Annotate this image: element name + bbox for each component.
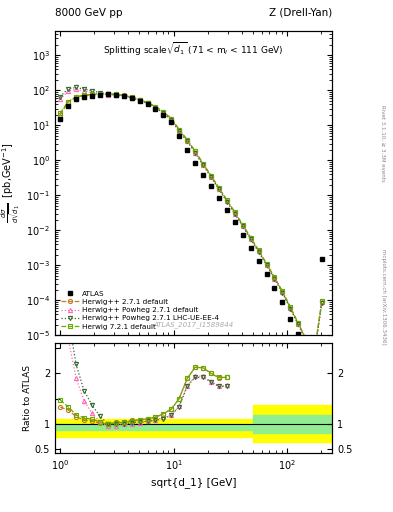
X-axis label: sqrt{d_1} [GeV]: sqrt{d_1} [GeV] [151, 477, 236, 488]
Text: 8000 GeV pp: 8000 GeV pp [55, 8, 123, 18]
Text: ATLAS_2017_I1589844: ATLAS_2017_I1589844 [153, 321, 234, 328]
Text: Z (Drell-Yan): Z (Drell-Yan) [269, 8, 332, 18]
Text: mcplots.cern.ch [arXiv:1306.3436]: mcplots.cern.ch [arXiv:1306.3436] [381, 249, 386, 345]
Text: Splitting scale$\sqrt{d_1}$ (71 < m$_l$ < 111 GeV): Splitting scale$\sqrt{d_1}$ (71 < m$_l$ … [103, 41, 284, 58]
Y-axis label: $\frac{d\sigma}{d\sqrt{d_1}}$  [pb,GeV$^{-1}$]: $\frac{d\sigma}{d\sqrt{d_1}}$ [pb,GeV$^{… [0, 143, 23, 223]
Text: Rivet 3.1.10, ≥ 3.3M events: Rivet 3.1.10, ≥ 3.3M events [381, 105, 386, 182]
Y-axis label: Ratio to ATLAS: Ratio to ATLAS [23, 365, 32, 431]
Legend: ATLAS, Herwig++ 2.7.1 default, Herwig++ Powheg 2.7.1 default, Herwig++ Powheg 2.: ATLAS, Herwig++ 2.7.1 default, Herwig++ … [59, 288, 221, 332]
